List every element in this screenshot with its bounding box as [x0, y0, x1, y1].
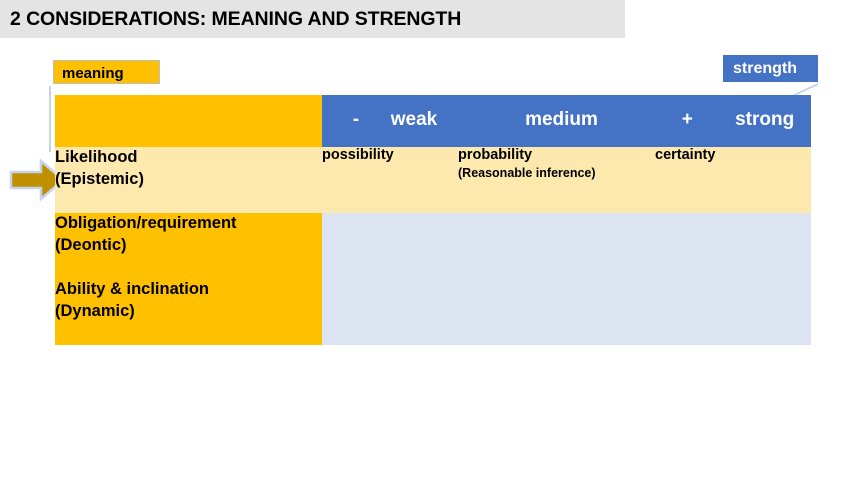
table-header: - weak medium + strong	[55, 95, 811, 147]
row-label-ability-line1: Ability & inclination	[55, 280, 210, 298]
cell-ability-medium	[458, 279, 655, 345]
arrow-pointing-to-likelihood-row-icon	[9, 158, 65, 202]
table-body: Likelihood (Epistemic) possibility proba…	[55, 147, 811, 345]
header-corner-label	[55, 95, 322, 109]
table-row-obligation: Obligation/requirement (Deontic)	[55, 213, 811, 279]
header-cell-medium: medium	[458, 95, 655, 147]
cell-obligation-weak	[322, 213, 458, 279]
cell-ability-strong	[655, 279, 811, 345]
row-label-likelihood-line1: Likelihood	[55, 148, 138, 166]
header-label-medium: medium	[525, 109, 598, 130]
cell-likelihood-strong-text: certainty	[655, 147, 716, 163]
slide-title: 2 CONSIDERATIONS: MEANING AND STRENGTH	[10, 8, 462, 30]
cell-likelihood-weak-text: possibility	[322, 147, 394, 163]
row-label-obligation-line2: (Deontic)	[55, 235, 127, 254]
cell-obligation-strong	[655, 213, 811, 279]
row-label-likelihood: Likelihood (Epistemic)	[55, 147, 322, 213]
row-label-likelihood-line2: (Epistemic)	[55, 169, 144, 188]
table-header-row: - weak medium + strong	[55, 95, 811, 147]
table-row-ability: Ability & inclination (Dynamic)	[55, 279, 811, 345]
cell-ability-weak	[322, 279, 458, 345]
strength-callout-label: strength	[723, 55, 818, 82]
header-cell-weak: - weak	[322, 95, 458, 147]
title-banner	[0, 0, 625, 38]
cell-likelihood-medium: probability (Reasonable inference)	[458, 147, 655, 213]
row-label-ability: Ability & inclination (Dynamic)	[55, 279, 322, 345]
cell-likelihood-weak: possibility	[322, 147, 458, 213]
cell-likelihood-strong: certainty	[655, 147, 811, 213]
row-label-ability-line2: (Dynamic)	[55, 301, 135, 320]
cell-likelihood-medium-text: probability	[458, 147, 533, 163]
header-cell-strong: + strong	[655, 95, 811, 147]
cell-likelihood-medium-note: (Reasonable inference)	[458, 166, 596, 181]
cell-obligation-medium	[458, 213, 655, 279]
header-label-weak: - weak	[352, 109, 438, 130]
modality-table: - weak medium + strong Likelihood (Epist…	[55, 95, 811, 345]
table-row-likelihood: Likelihood (Epistemic) possibility proba…	[55, 147, 811, 213]
meaning-connector-line	[49, 86, 51, 152]
row-label-obligation: Obligation/requirement (Deontic)	[55, 213, 322, 279]
meaning-callout-label: meaning	[53, 60, 160, 84]
header-label-strong: + strong	[681, 109, 795, 130]
row-label-obligation-line1: Obligation/requirement	[55, 214, 237, 232]
header-cell-corner	[55, 95, 322, 147]
